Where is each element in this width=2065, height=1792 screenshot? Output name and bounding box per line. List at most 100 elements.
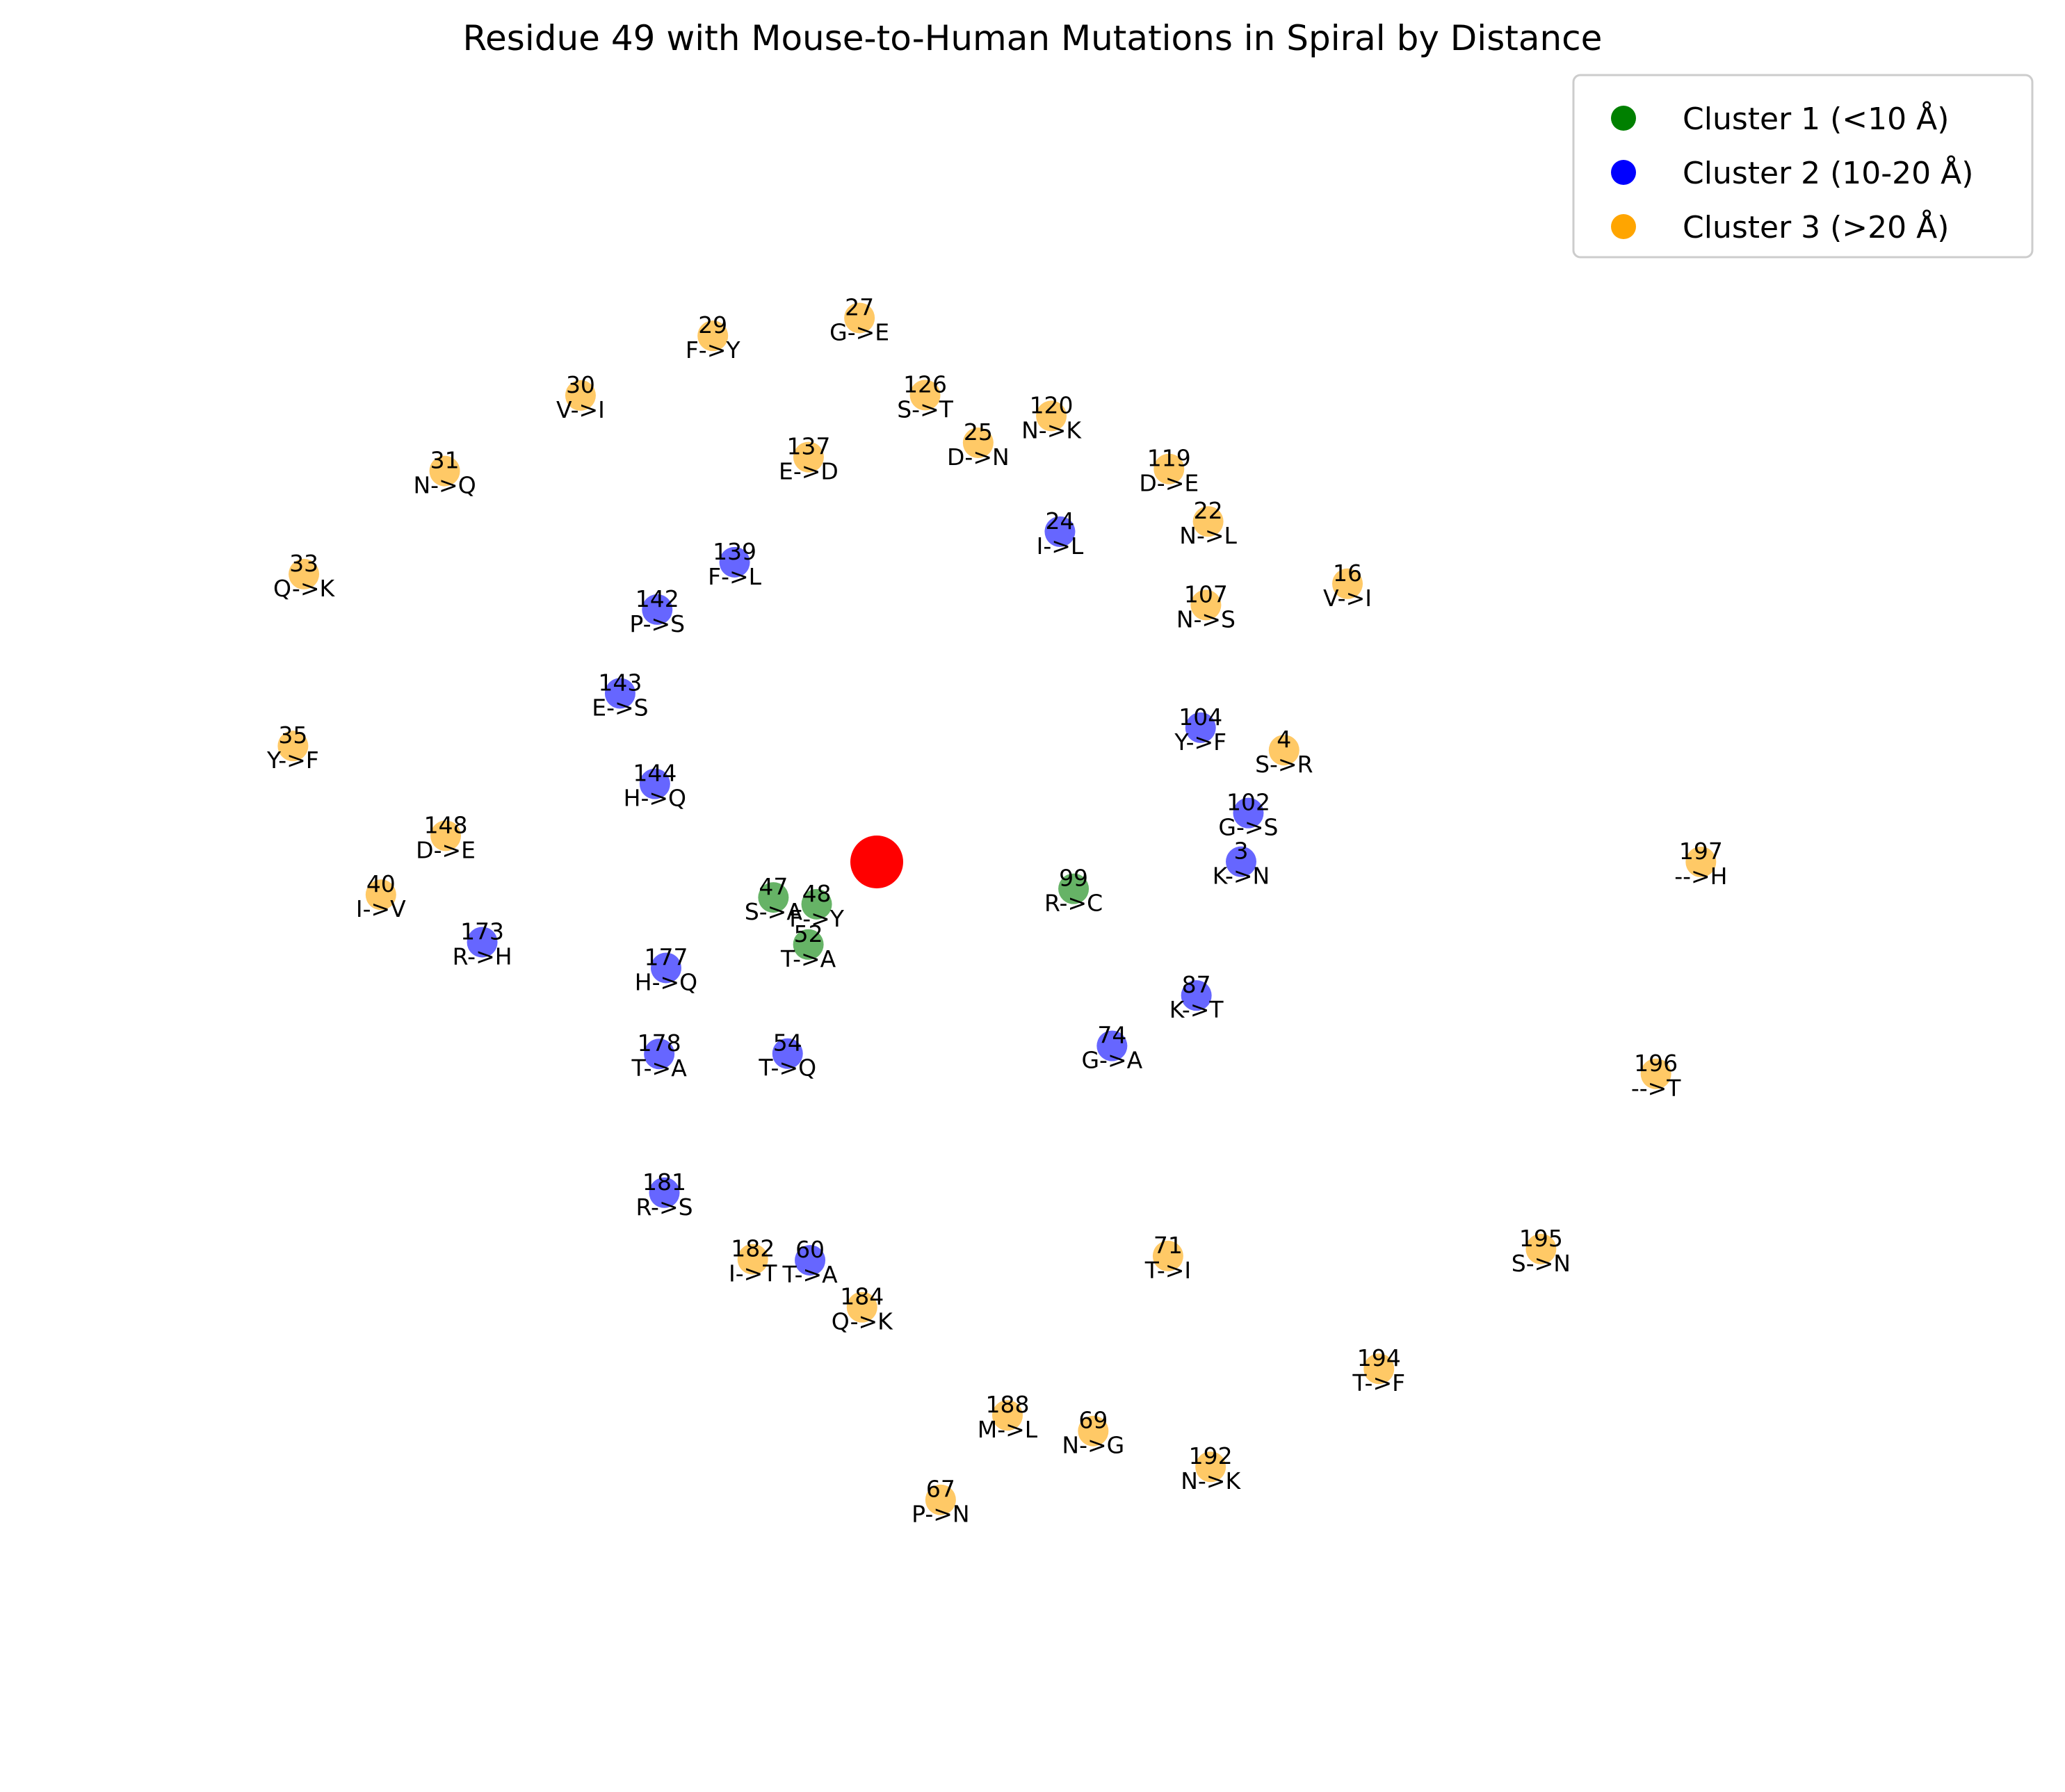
mutation-point: [697, 320, 729, 352]
mutation-point: [1185, 712, 1216, 743]
residue-label: 67: [926, 1476, 955, 1503]
mutation-label: N->G: [1062, 1432, 1124, 1459]
residue-label: 139: [713, 538, 756, 565]
residue-label: 74: [1097, 1022, 1126, 1049]
mutation-point: [925, 1484, 956, 1515]
legend-marker: [1611, 214, 1636, 239]
residue-label: 31: [430, 447, 460, 474]
residue-label: 177: [644, 943, 688, 970]
mutation-point-group: 4S->R: [1255, 726, 1313, 778]
mutation-point-group: 22N->L: [1179, 497, 1237, 549]
residue-label: 137: [786, 433, 830, 460]
mutation-point: [962, 427, 994, 459]
mutation-point: [430, 820, 462, 852]
residue-label: 192: [1189, 1442, 1233, 1469]
mutation-label: D->E: [416, 836, 476, 863]
mutation-point-group: 74G->A: [1081, 1022, 1142, 1074]
mutation-label: E->S: [592, 694, 648, 721]
mutation-point: [650, 952, 681, 984]
mutation-point-group: 31N->Q: [413, 447, 476, 499]
residue-label: 194: [1357, 1344, 1401, 1371]
mutation-label: S->R: [1255, 751, 1313, 778]
residue-label: 24: [1045, 507, 1074, 535]
legend-label: Cluster 2 (10-20 Å): [1683, 154, 1973, 191]
mutation-point: [1036, 400, 1067, 432]
mutation-label: N->Q: [413, 472, 476, 499]
mutation-label: T->F: [1352, 1369, 1405, 1396]
mutation-label: I->T: [729, 1260, 777, 1287]
mutation-label: G->A: [1081, 1047, 1142, 1074]
mutation-point: [758, 882, 789, 913]
mutation-point: [1640, 1058, 1671, 1089]
residue-label: 33: [289, 550, 318, 577]
mutation-point: [467, 927, 498, 958]
residue-label: 4: [1277, 726, 1291, 753]
mutation-label: S->N: [1512, 1250, 1571, 1277]
mutation-label: S->T: [897, 396, 954, 423]
mutation-point: [1233, 797, 1264, 829]
mutation-label: -->T: [1631, 1075, 1681, 1102]
residue-label: 195: [1519, 1225, 1563, 1252]
mutation-label: N->K: [1021, 416, 1082, 443]
mutation-label: I->L: [1037, 532, 1084, 560]
mutation-point-group: 54T->Q: [758, 1029, 816, 1082]
mutation-point: [649, 1177, 680, 1208]
residue-label: 181: [642, 1168, 686, 1196]
residue-label: 126: [903, 370, 947, 398]
mutation-point: [1058, 873, 1090, 904]
mutation-point-group: 24I->L: [1037, 507, 1084, 560]
residue-label: 29: [698, 311, 727, 339]
mutation-label: M->L: [978, 1416, 1038, 1443]
mutation-point: [846, 1292, 877, 1323]
mutation-point: [795, 1245, 826, 1276]
mutation-label: R->C: [1044, 890, 1103, 917]
mutation-label: T->Q: [758, 1054, 816, 1082]
legend-label: Cluster 1 (<10 Å): [1683, 100, 1949, 137]
mutation-label: P->S: [629, 610, 685, 637]
residue-label: 173: [460, 918, 504, 945]
residue-label: 30: [566, 371, 595, 398]
chart-title: Residue 49 with Mouse-to-Human Mutations…: [463, 18, 1603, 58]
residue-label: 3: [1234, 838, 1249, 865]
mutation-point: [992, 1400, 1023, 1431]
mutation-label: T->A: [780, 945, 836, 972]
mutation-point: [1363, 1353, 1395, 1385]
mutation-point-group: 197-->H: [1674, 838, 1727, 890]
residue-label: 52: [794, 920, 823, 947]
mutation-point: [365, 879, 396, 911]
mutation-label: G->S: [1218, 814, 1278, 841]
mutation-point: [719, 546, 750, 578]
mutation-label: V->I: [1323, 585, 1372, 612]
mutation-label: H->Q: [624, 785, 686, 812]
mutation-label: T->A: [782, 1261, 838, 1288]
mutation-point: [1226, 846, 1257, 877]
residue-label: 87: [1182, 971, 1211, 998]
mutation-point: [793, 441, 824, 473]
mutation-label: G->E: [829, 318, 889, 345]
mutation-point-group: 71T->I: [1144, 1232, 1191, 1284]
mutation-label: Y->F: [266, 747, 319, 774]
mutation-point: [737, 1244, 768, 1275]
mutation-point-group: 48F->Y: [789, 880, 845, 932]
mutation-point: [844, 302, 875, 334]
mutation-point: [642, 594, 673, 625]
mutation-label: T->A: [631, 1054, 688, 1082]
mutation-label: F->Y: [686, 336, 741, 364]
mutation-point-group: 29F->Y: [686, 311, 741, 364]
mutation-point: [1525, 1233, 1557, 1264]
residue-label: 27: [845, 293, 874, 320]
